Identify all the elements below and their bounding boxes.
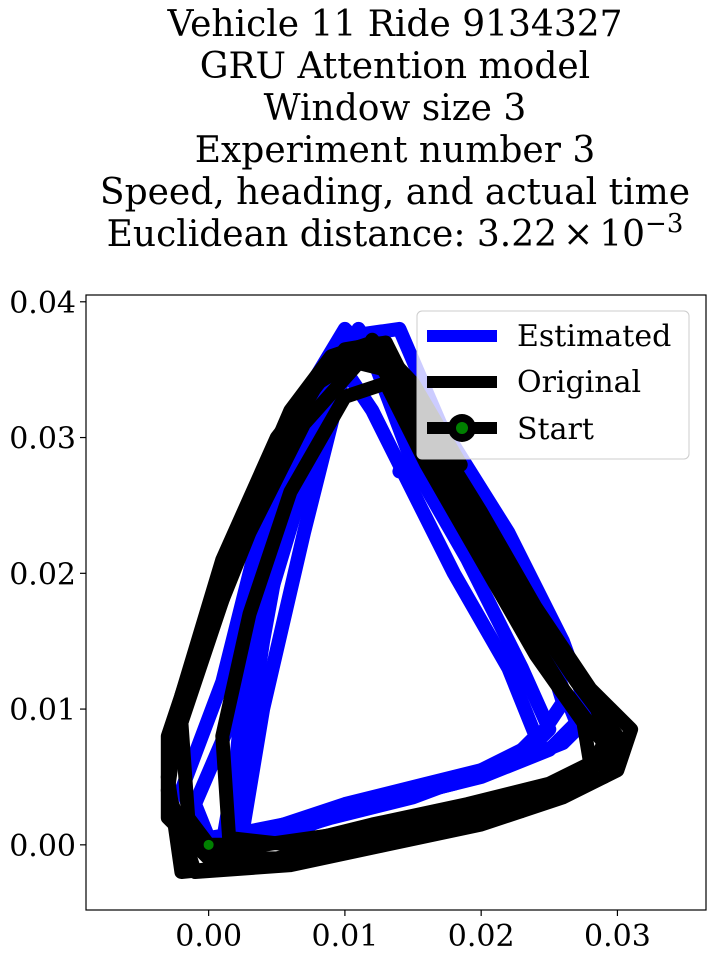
chart-title: Vehicle 11 Ride 9134327 GRU Attention mo… xyxy=(100,4,690,255)
axes-frame xyxy=(85,294,707,911)
y-tick-label: 0.00 xyxy=(9,829,76,864)
x-tick-label: 0.03 xyxy=(584,919,651,954)
legend-start-marker xyxy=(456,422,468,434)
distance-base: 10 xyxy=(599,214,645,255)
legend-estimated-label: Estimated xyxy=(517,319,671,354)
legend: Estimated Original Start xyxy=(416,310,690,460)
start-point-marker xyxy=(203,839,214,850)
y-tick-label: 0.04 xyxy=(9,286,76,321)
original-trajectory-5 xyxy=(215,376,598,852)
title-line-5: Speed, heading, and actual time xyxy=(100,172,690,213)
distance-times: × xyxy=(563,214,593,255)
y-tick-label: 0.02 xyxy=(9,557,76,592)
x-tick-label: 0.01 xyxy=(312,919,379,954)
x-tick-label: 0.02 xyxy=(448,919,515,954)
title-line-1: Vehicle 11 Ride 9134327 xyxy=(166,4,622,45)
legend-original-label: Original xyxy=(517,365,641,400)
original-trajectory-4 xyxy=(160,355,618,879)
axis-ticks: 0.00 0.01 0.02 0.03 0.00 0.01 0.02 0.03 0.04 xyxy=(9,286,651,954)
plot-area xyxy=(160,321,639,879)
legend-start-label: Start xyxy=(517,412,594,447)
distance-label: Euclidean distance: xyxy=(107,214,477,255)
title-line-4: Experiment number 3 xyxy=(195,130,596,171)
title-line-2: GRU Attention model xyxy=(200,46,590,87)
title-line-6: Euclidean distance: 3.22 × 10−3 xyxy=(107,209,684,255)
title-line-3: Window size 3 xyxy=(264,88,527,129)
distance-exponent: −3 xyxy=(645,209,683,239)
estimated-trajectory-5 xyxy=(235,362,543,839)
x-tick-label: 0.00 xyxy=(175,919,242,954)
y-tick-label: 0.03 xyxy=(9,422,76,457)
distance-mantissa: 3.22 xyxy=(477,214,557,255)
y-tick-label: 0.01 xyxy=(9,693,76,728)
